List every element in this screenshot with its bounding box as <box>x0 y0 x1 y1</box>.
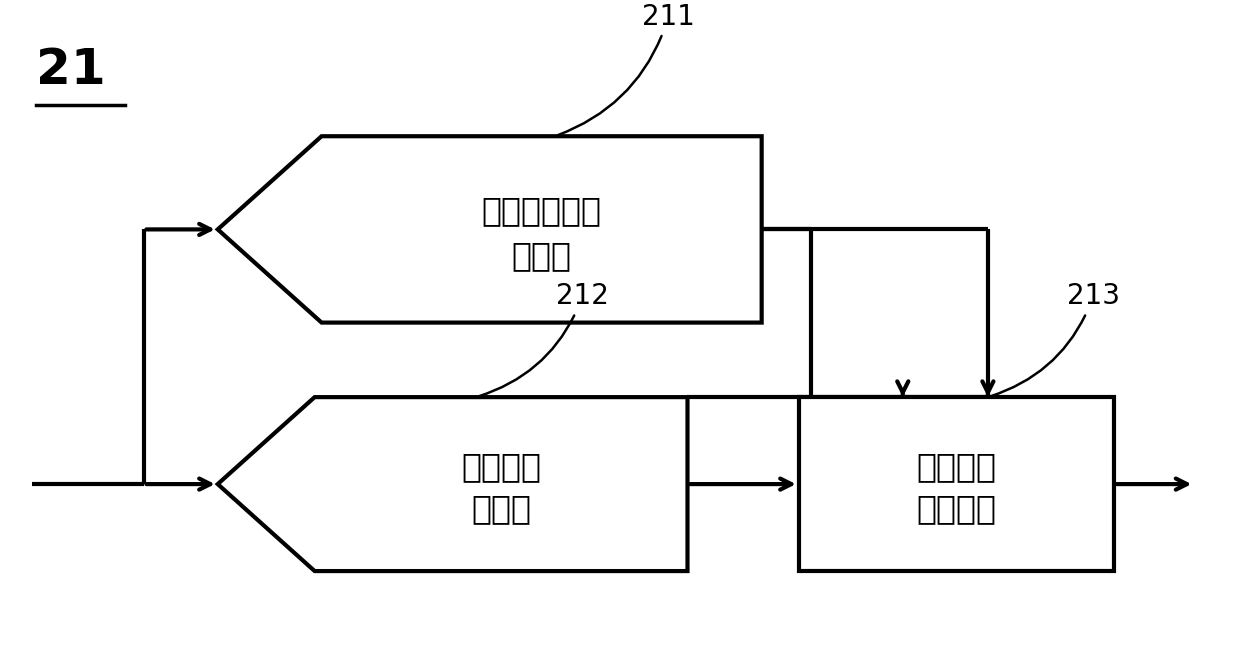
Bar <box>799 397 1114 571</box>
Text: 补偿装置: 补偿装置 <box>917 492 996 525</box>
Text: 21: 21 <box>36 46 105 94</box>
Text: 传输函数: 传输函数 <box>917 450 996 483</box>
Text: 转换器: 转换器 <box>512 239 571 272</box>
Text: 212: 212 <box>478 282 608 397</box>
Text: 213: 213 <box>990 282 1120 397</box>
Text: 转化器: 转化器 <box>471 492 532 525</box>
Text: 模拟数字: 模拟数字 <box>461 450 541 483</box>
Text: 211: 211 <box>558 3 695 135</box>
Polygon shape <box>218 137 762 323</box>
Polygon shape <box>218 397 688 571</box>
Text: 参考模拟数字: 参考模拟数字 <box>482 194 602 227</box>
